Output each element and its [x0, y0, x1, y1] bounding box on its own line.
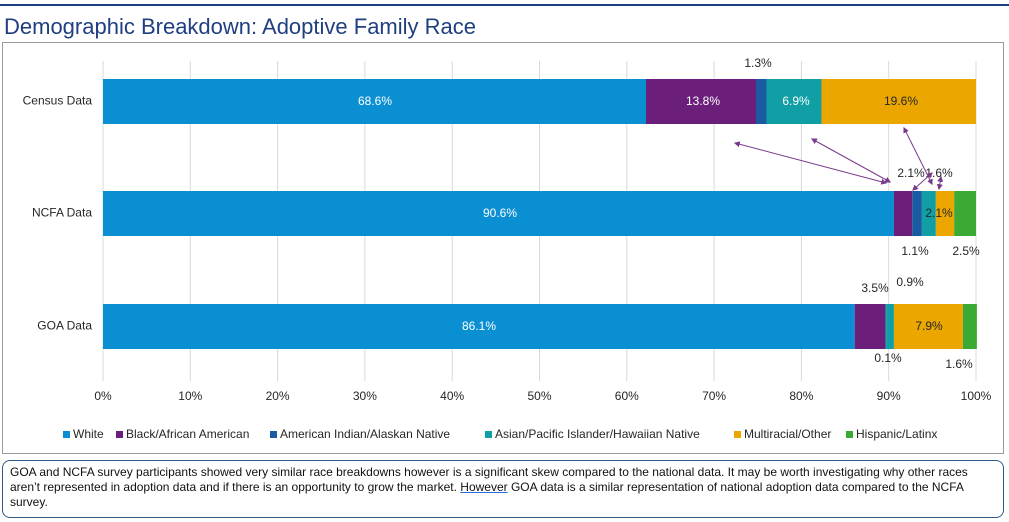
- data-label: 2.1%: [925, 206, 953, 220]
- bar-segment: [766, 79, 822, 124]
- legend-label: Hispanic/Latinx: [856, 427, 937, 441]
- bar-segment: [935, 191, 955, 236]
- bar-segment: [893, 304, 963, 349]
- data-label: 68.6%: [358, 94, 392, 108]
- category-label: NCFA Data: [32, 206, 92, 220]
- bar-segment: [921, 191, 936, 236]
- annotation-arrow: [912, 172, 933, 191]
- data-label: 6.9%: [782, 94, 810, 108]
- data-label: 1.6%: [945, 357, 973, 371]
- legend-label: Black/African American: [126, 427, 249, 441]
- legend-swatch: [734, 431, 741, 438]
- bar-segment: [893, 191, 913, 236]
- data-label: 2.5%: [952, 244, 980, 258]
- data-label: 1.3%: [744, 56, 772, 70]
- data-label: 13.8%: [686, 94, 720, 108]
- data-label: 19.6%: [884, 94, 918, 108]
- x-tick-label: 60%: [615, 389, 639, 403]
- x-tick-label: 70%: [702, 389, 726, 403]
- data-label: 90.6%: [483, 206, 517, 220]
- note-box: GOA and NCFA survey participants showed …: [2, 460, 1004, 518]
- bar-segment: [854, 304, 886, 349]
- legend-label: White: [73, 427, 104, 441]
- data-label: 7.9%: [915, 319, 943, 333]
- chart-frame: 0% 10% 20% 30% 40% 50% 60% 70% 80% 90% 100% Census …: [2, 42, 1004, 454]
- bar-segment: [962, 304, 977, 349]
- x-tick-label: 30%: [353, 389, 377, 403]
- note-text-part1: GOA and NCFA survey participants showed …: [10, 465, 968, 494]
- x-tick-label: 10%: [178, 389, 202, 403]
- data-label: 0.9%: [896, 275, 924, 289]
- legend-label: American Indian/Alaskan Native: [280, 427, 450, 441]
- x-tick-label: 40%: [440, 389, 464, 403]
- bar-segment: [103, 304, 855, 349]
- annotation-arrow: [810, 138, 892, 183]
- bar-segment: [885, 304, 887, 349]
- x-tick-label: 20%: [266, 389, 290, 403]
- legend-swatch: [270, 431, 277, 438]
- x-tick-label: 90%: [877, 389, 901, 403]
- annotation-arrow: [733, 141, 888, 185]
- stacked-bar-chart: 0% 10% 20% 30% 40% 50% 60% 70% 80% 90% 100% Census …: [23, 56, 992, 441]
- data-label: 2.1%: [897, 166, 925, 180]
- bar-segment: [103, 79, 647, 124]
- legend-swatch: [63, 431, 70, 438]
- legend-swatch: [485, 431, 492, 438]
- x-tick-label: 100%: [961, 389, 992, 403]
- legend-swatch: [846, 431, 853, 438]
- bar-segment: [646, 79, 757, 124]
- bar-segment: [756, 79, 767, 124]
- top-rule: [0, 4, 1009, 6]
- bar-segment: [912, 191, 922, 236]
- slide-title: Demographic Breakdown: Adoptive Family R…: [4, 14, 477, 39]
- x-tick-label: 50%: [527, 389, 551, 403]
- data-label: 86.1%: [462, 319, 496, 333]
- x-tick-label: 80%: [789, 389, 813, 403]
- legend-label: Multiracial/Other: [744, 427, 831, 441]
- bar-segment: [821, 79, 976, 124]
- bar-segment: [103, 191, 894, 236]
- category-label: Census Data: [23, 94, 93, 108]
- annotation-arrow: [936, 175, 944, 191]
- legend-swatch: [116, 431, 123, 438]
- x-tick-label: 0%: [94, 389, 112, 403]
- data-label: 1.1%: [901, 244, 929, 258]
- bar-segment: [886, 304, 894, 349]
- bar-segment: [954, 191, 976, 236]
- data-label: 3.5%: [861, 281, 889, 295]
- legend-label: Asian/Pacific Islander/Hawaiian Native: [495, 427, 700, 441]
- category-label: GOA Data: [37, 319, 92, 333]
- note-underlined-word: However: [460, 480, 508, 494]
- note-text-part2: GOA data is a similar representation of …: [10, 480, 964, 509]
- data-label: 0.1%: [874, 351, 902, 365]
